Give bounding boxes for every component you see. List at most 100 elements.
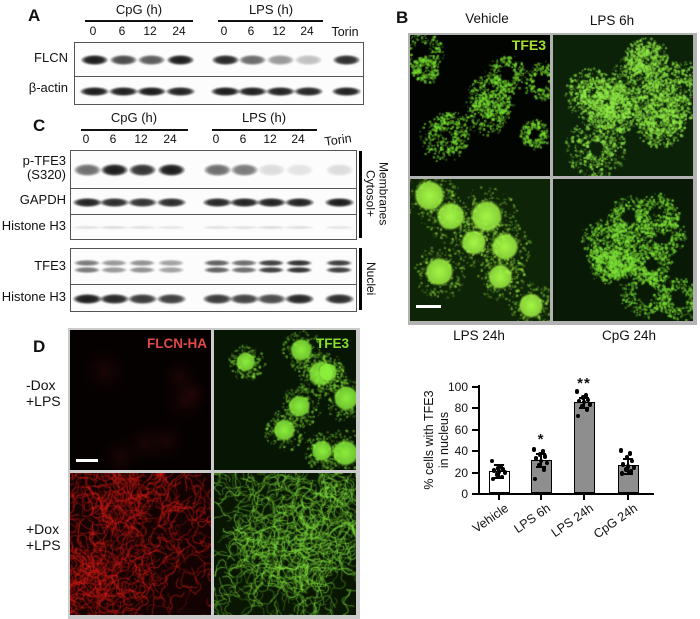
lane-label: 0 (220, 24, 228, 38)
blot-band (284, 293, 314, 304)
chart-data-point (628, 469, 634, 474)
chart-x-tick (540, 495, 542, 500)
micro-image-nodox-flcnha (70, 330, 211, 470)
blot-band (127, 197, 157, 207)
chart-error-cap-bottom (579, 407, 589, 410)
micro-image-cpg24h (553, 179, 693, 321)
panel-c-letter: C (33, 116, 46, 135)
panel-d-condition-nodox-line2: +LPS (26, 393, 61, 409)
lane-label: 12 (143, 24, 157, 38)
panel-c-bracket-label-nuclei: Nuclei (364, 262, 378, 296)
micro-image-lps24h (410, 179, 550, 321)
chart-y-tick-label: 40 (454, 444, 468, 459)
chart-error-cap-bottom (536, 466, 546, 469)
blot-band (284, 226, 314, 229)
blot-band (202, 197, 232, 207)
panel-d-condition-nodox: -Dox +LPS (26, 377, 61, 409)
blot-band (109, 54, 137, 65)
chart-data-point (533, 456, 539, 462)
panel-c-row-label-gapdh: GAPDH (19, 192, 66, 207)
blot-band (127, 293, 157, 304)
lane-label: 6 (109, 132, 117, 146)
blot-band (230, 163, 258, 176)
panel-c-group-cpg-label: CpG (h) (110, 110, 158, 125)
blot-band (285, 163, 313, 176)
blot-band (202, 226, 232, 229)
lane-label: 24 (172, 24, 186, 38)
chart-data-point (585, 397, 591, 403)
blot-band (256, 293, 286, 304)
chart-data-point (579, 403, 585, 409)
chart-data-point (537, 452, 543, 457)
blot-band (72, 226, 102, 229)
blot-band (286, 259, 312, 266)
blot-band (72, 293, 102, 304)
chart-data-point (502, 470, 508, 476)
blot-band (231, 259, 257, 266)
chart-data-point (575, 413, 581, 419)
panel-a-row-label-bactin: β-actin (28, 80, 68, 95)
blot-band (127, 226, 157, 229)
blot-band (101, 259, 127, 266)
chart-data-point (620, 461, 626, 467)
chart-data-point (538, 458, 544, 464)
blot-band (99, 226, 129, 229)
blot-band (231, 266, 257, 273)
blot-band (265, 86, 295, 96)
panel-c-row-label-histoneh3-mem: Histone H3 (1, 218, 66, 233)
chart-data-point (581, 399, 587, 405)
lane-label: 0 (212, 132, 220, 146)
blot-band (326, 266, 352, 273)
blot-row--actin (75, 76, 363, 104)
blot-row-histone-h3 (71, 284, 356, 311)
panel-d-condition-nodox-line1: -Dox (26, 377, 56, 393)
chart-data-point (625, 463, 631, 469)
panel-d-condition-dox-line1: +Dox (26, 521, 60, 537)
blot-band (324, 197, 354, 207)
chart-error-cap-bottom (623, 472, 633, 475)
panel-a-blot (74, 42, 364, 105)
panel-d-letter: D (33, 337, 46, 356)
panel-a-row-label-flcn: FLCN (34, 50, 68, 65)
panel-c-blot-nuclei (70, 248, 357, 312)
panel-a-group-lps-underline (218, 20, 323, 22)
chart-data-point (494, 472, 500, 478)
chart-y-tick-label: 0 (461, 487, 468, 501)
micro-image-lps6h (553, 35, 693, 176)
blot-band (166, 54, 194, 65)
chart-y-tick-label: 100 (447, 380, 468, 394)
chart-data-point (496, 469, 502, 474)
chart-data-point (574, 388, 580, 394)
lane-label: 24 (291, 132, 305, 146)
micro-image-dox-tfe3 (214, 473, 356, 615)
blot-band (108, 86, 138, 96)
chart-x-tick (498, 495, 500, 500)
panel-c-row-label-tfe3: TFE3 (34, 258, 66, 273)
blot-band (266, 54, 294, 65)
chart-y-tick-label: 60 (454, 422, 468, 437)
blot-row-p-tfe3-s320- (71, 151, 356, 188)
chart-y-tick (472, 386, 478, 388)
chart-significance-lps-24h: ** (577, 374, 591, 392)
lane-label: 24 (300, 24, 314, 38)
chart-data-point (536, 462, 542, 468)
blot-band (74, 266, 100, 273)
blot-band (284, 197, 314, 207)
panel-c-row-label-ptfe3: p-TFE3 (S320) (22, 153, 66, 182)
chart-data-point (542, 454, 548, 460)
blot-band (256, 226, 286, 229)
blot-band (129, 259, 155, 266)
lane-label: 24 (163, 132, 177, 146)
blot-band (211, 54, 239, 65)
chart-data-point (624, 455, 630, 461)
blot-band (258, 266, 284, 273)
chart-data-point (544, 460, 550, 466)
panel-b-scale-bar (416, 305, 441, 308)
blot-band (325, 163, 353, 176)
panel-b-caption-vehicle: Vehicle (465, 11, 509, 26)
blot-band (100, 163, 128, 176)
panel-b-caption-lps24h: LPS 24h (453, 328, 505, 343)
chart-data-point (618, 447, 624, 453)
blot-row-gapdh (71, 188, 356, 214)
chart-y-tick-label: 80 (454, 401, 468, 416)
